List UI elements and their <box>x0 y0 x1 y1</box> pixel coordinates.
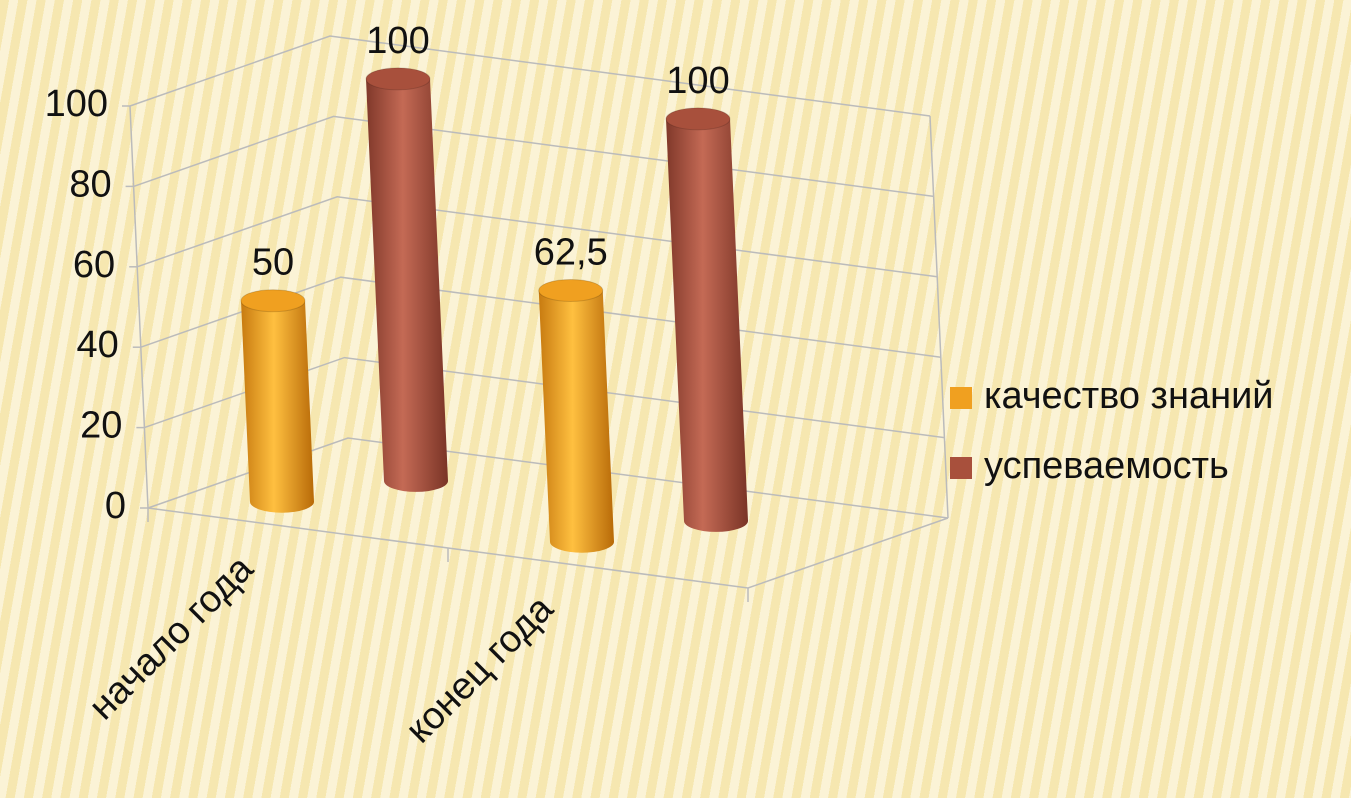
bar-top <box>365 67 431 91</box>
x-tick-label: начало года <box>81 547 262 728</box>
y-tick-label: 60 <box>73 244 115 286</box>
bar <box>365 67 448 492</box>
y-tick-label: 80 <box>69 163 111 205</box>
x-tick-label: конец года <box>398 587 562 751</box>
legend-swatch <box>950 387 972 409</box>
back-edge <box>929 115 949 519</box>
y-axis <box>129 105 149 509</box>
bar <box>240 289 314 513</box>
y-tick-label: 0 <box>105 485 126 527</box>
legend-swatch <box>950 457 972 479</box>
data-label: 62,5 <box>534 231 608 273</box>
y-tick-label: 40 <box>77 324 119 366</box>
floor-edge <box>147 507 949 589</box>
legend-label: качество знаний <box>984 375 1274 417</box>
data-label: 50 <box>252 242 294 284</box>
bar-top <box>665 107 731 131</box>
bar-body <box>538 290 614 553</box>
bar-body <box>366 78 448 492</box>
bar-body <box>241 300 314 513</box>
legend-label: успеваемость <box>984 445 1229 487</box>
grid-line <box>133 115 934 198</box>
bar-top <box>538 278 604 302</box>
bar <box>665 107 748 532</box>
y-tick-label: 20 <box>80 405 122 447</box>
grid-line <box>129 35 931 117</box>
grid-line <box>140 276 941 358</box>
grid-line <box>147 437 949 519</box>
grid-line <box>144 356 945 439</box>
grid-line <box>136 196 938 278</box>
data-label: 100 <box>366 20 429 62</box>
y-tick-label: 100 <box>45 83 108 125</box>
bar-body <box>666 118 748 532</box>
bar <box>538 278 614 553</box>
bar-top <box>240 289 306 313</box>
data-label: 100 <box>666 60 729 102</box>
